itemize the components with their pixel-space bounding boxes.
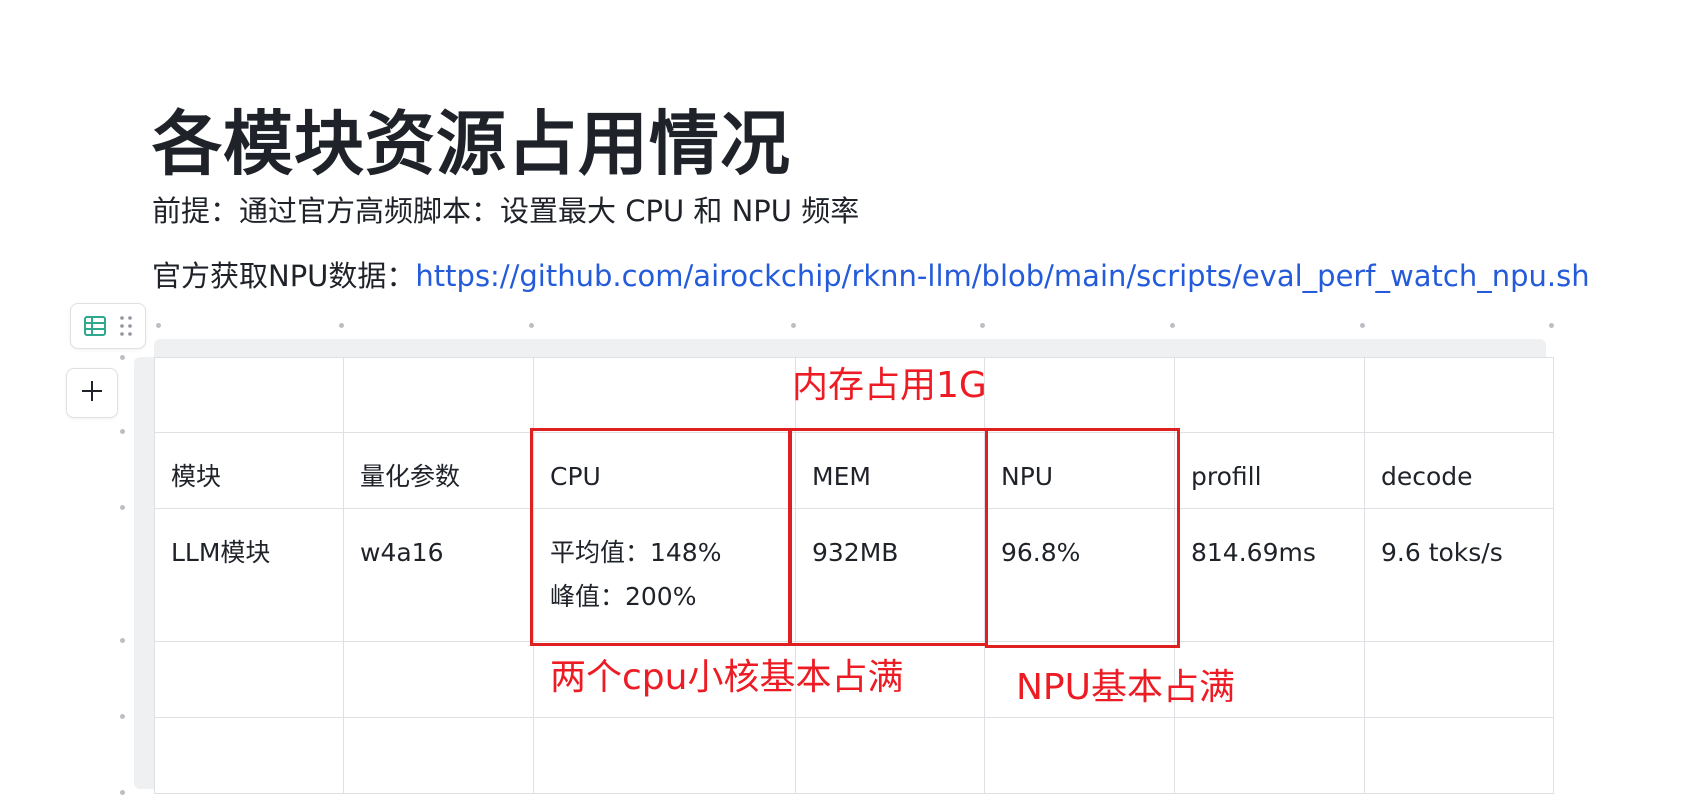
table-cell[interactable]	[154, 717, 344, 794]
row-handle-dot[interactable]	[120, 714, 125, 719]
table-cell[interactable]	[533, 357, 796, 433]
table-icon[interactable]	[83, 314, 107, 342]
table-row-empty	[154, 717, 1554, 794]
table-cell[interactable]	[343, 357, 534, 433]
cell-decode[interactable]: 9.6 toks/s	[1364, 508, 1554, 642]
header-cell-npu[interactable]: NPU	[984, 432, 1175, 509]
header-cell-quant[interactable]: 量化参数	[343, 432, 534, 509]
cell-profill[interactable]: 814.69ms	[1174, 508, 1365, 642]
row-selector-bar[interactable]	[134, 357, 154, 789]
header-cell-profill[interactable]: profill	[1174, 432, 1365, 509]
cpu-annotation-text: 两个cpu小核基本占满	[550, 657, 904, 698]
paragraph-npu-source: 官方获取NPU数据：https://github.com/airockchip/…	[152, 256, 1590, 296]
table-cell[interactable]	[1364, 357, 1554, 433]
table-cell[interactable]	[1174, 357, 1365, 433]
header-cell-module[interactable]: 模块	[154, 432, 344, 509]
row-handle-dot[interactable]	[120, 355, 125, 360]
table-row-empty	[154, 357, 1554, 433]
cell-mem[interactable]: 932MB	[795, 508, 985, 642]
cell-module[interactable]: LLM模块	[154, 508, 344, 642]
table-cell[interactable]	[533, 641, 796, 718]
drag-handle-icon[interactable]	[119, 314, 133, 342]
table-cell[interactable]	[984, 641, 1175, 718]
table-cell[interactable]	[343, 717, 534, 794]
table-row-empty	[154, 641, 1554, 718]
cpu-average: 平均值：148%	[550, 538, 722, 567]
column-handle-dot[interactable]	[1549, 323, 1554, 328]
npu-source-label: 官方获取NPU数据：	[152, 259, 416, 293]
column-handle-dot[interactable]	[791, 323, 796, 328]
header-cell-mem[interactable]: MEM	[795, 432, 985, 509]
table-cell[interactable]	[984, 357, 1175, 433]
table-cell[interactable]	[154, 641, 344, 718]
table-cell[interactable]	[343, 641, 534, 718]
block-toolbar[interactable]	[70, 303, 146, 349]
table-row-llm: LLM模块 w4a16 平均值：148% 峰值：200% 932MB 96.8%…	[154, 508, 1554, 642]
page-title: 各模块资源占用情况	[152, 102, 791, 185]
cell-cpu[interactable]: 平均值：148% 峰值：200%	[533, 508, 796, 642]
table-header-row: 模块 量化参数 CPU MEM NPU profill decode	[154, 432, 1554, 509]
row-handle-dot[interactable]	[120, 429, 125, 434]
table-cell[interactable]	[1364, 717, 1554, 794]
table-cell[interactable]	[533, 717, 796, 794]
paragraph-precondition: 前提：通过官方高频脚本：设置最大 CPU 和 NPU 频率	[152, 194, 860, 228]
column-handle-dot[interactable]	[529, 323, 534, 328]
npu-annotation-text: NPU基本占满	[1016, 667, 1235, 708]
npu-annotation-box	[985, 428, 1180, 648]
table-cell[interactable]	[795, 357, 985, 433]
table-cell[interactable]	[154, 357, 344, 433]
column-handle-dot[interactable]	[156, 323, 161, 328]
table-cell[interactable]	[1364, 641, 1554, 718]
plus-icon	[79, 378, 105, 408]
mem-annotation-text: 内存占用1G	[792, 365, 987, 406]
table-cell[interactable]	[1174, 717, 1365, 794]
header-cell-decode[interactable]: decode	[1364, 432, 1554, 509]
column-handle-dot[interactable]	[1170, 323, 1175, 328]
cpu-annotation-box	[530, 428, 791, 646]
mem-annotation-box	[789, 428, 988, 646]
cell-quant[interactable]: w4a16	[343, 508, 534, 642]
column-handle-dot[interactable]	[1360, 323, 1365, 328]
row-handle-dot[interactable]	[120, 790, 125, 795]
table-cell[interactable]	[795, 717, 985, 794]
table-cell[interactable]	[984, 717, 1175, 794]
column-handle-dot[interactable]	[339, 323, 344, 328]
column-selector-bar[interactable]	[154, 339, 1546, 357]
column-handle-dot[interactable]	[980, 323, 985, 328]
eval-script-link[interactable]: https://github.com/airockchip/rknn-llm/b…	[415, 259, 1590, 293]
cpu-peak: 峰值：200%	[550, 582, 697, 611]
resource-usage-table: 模块 量化参数 CPU MEM NPU profill decode LLM模块…	[154, 357, 1554, 794]
row-handle-dot[interactable]	[120, 638, 125, 643]
add-block-button[interactable]	[66, 368, 118, 418]
row-handle-dot[interactable]	[120, 505, 125, 510]
